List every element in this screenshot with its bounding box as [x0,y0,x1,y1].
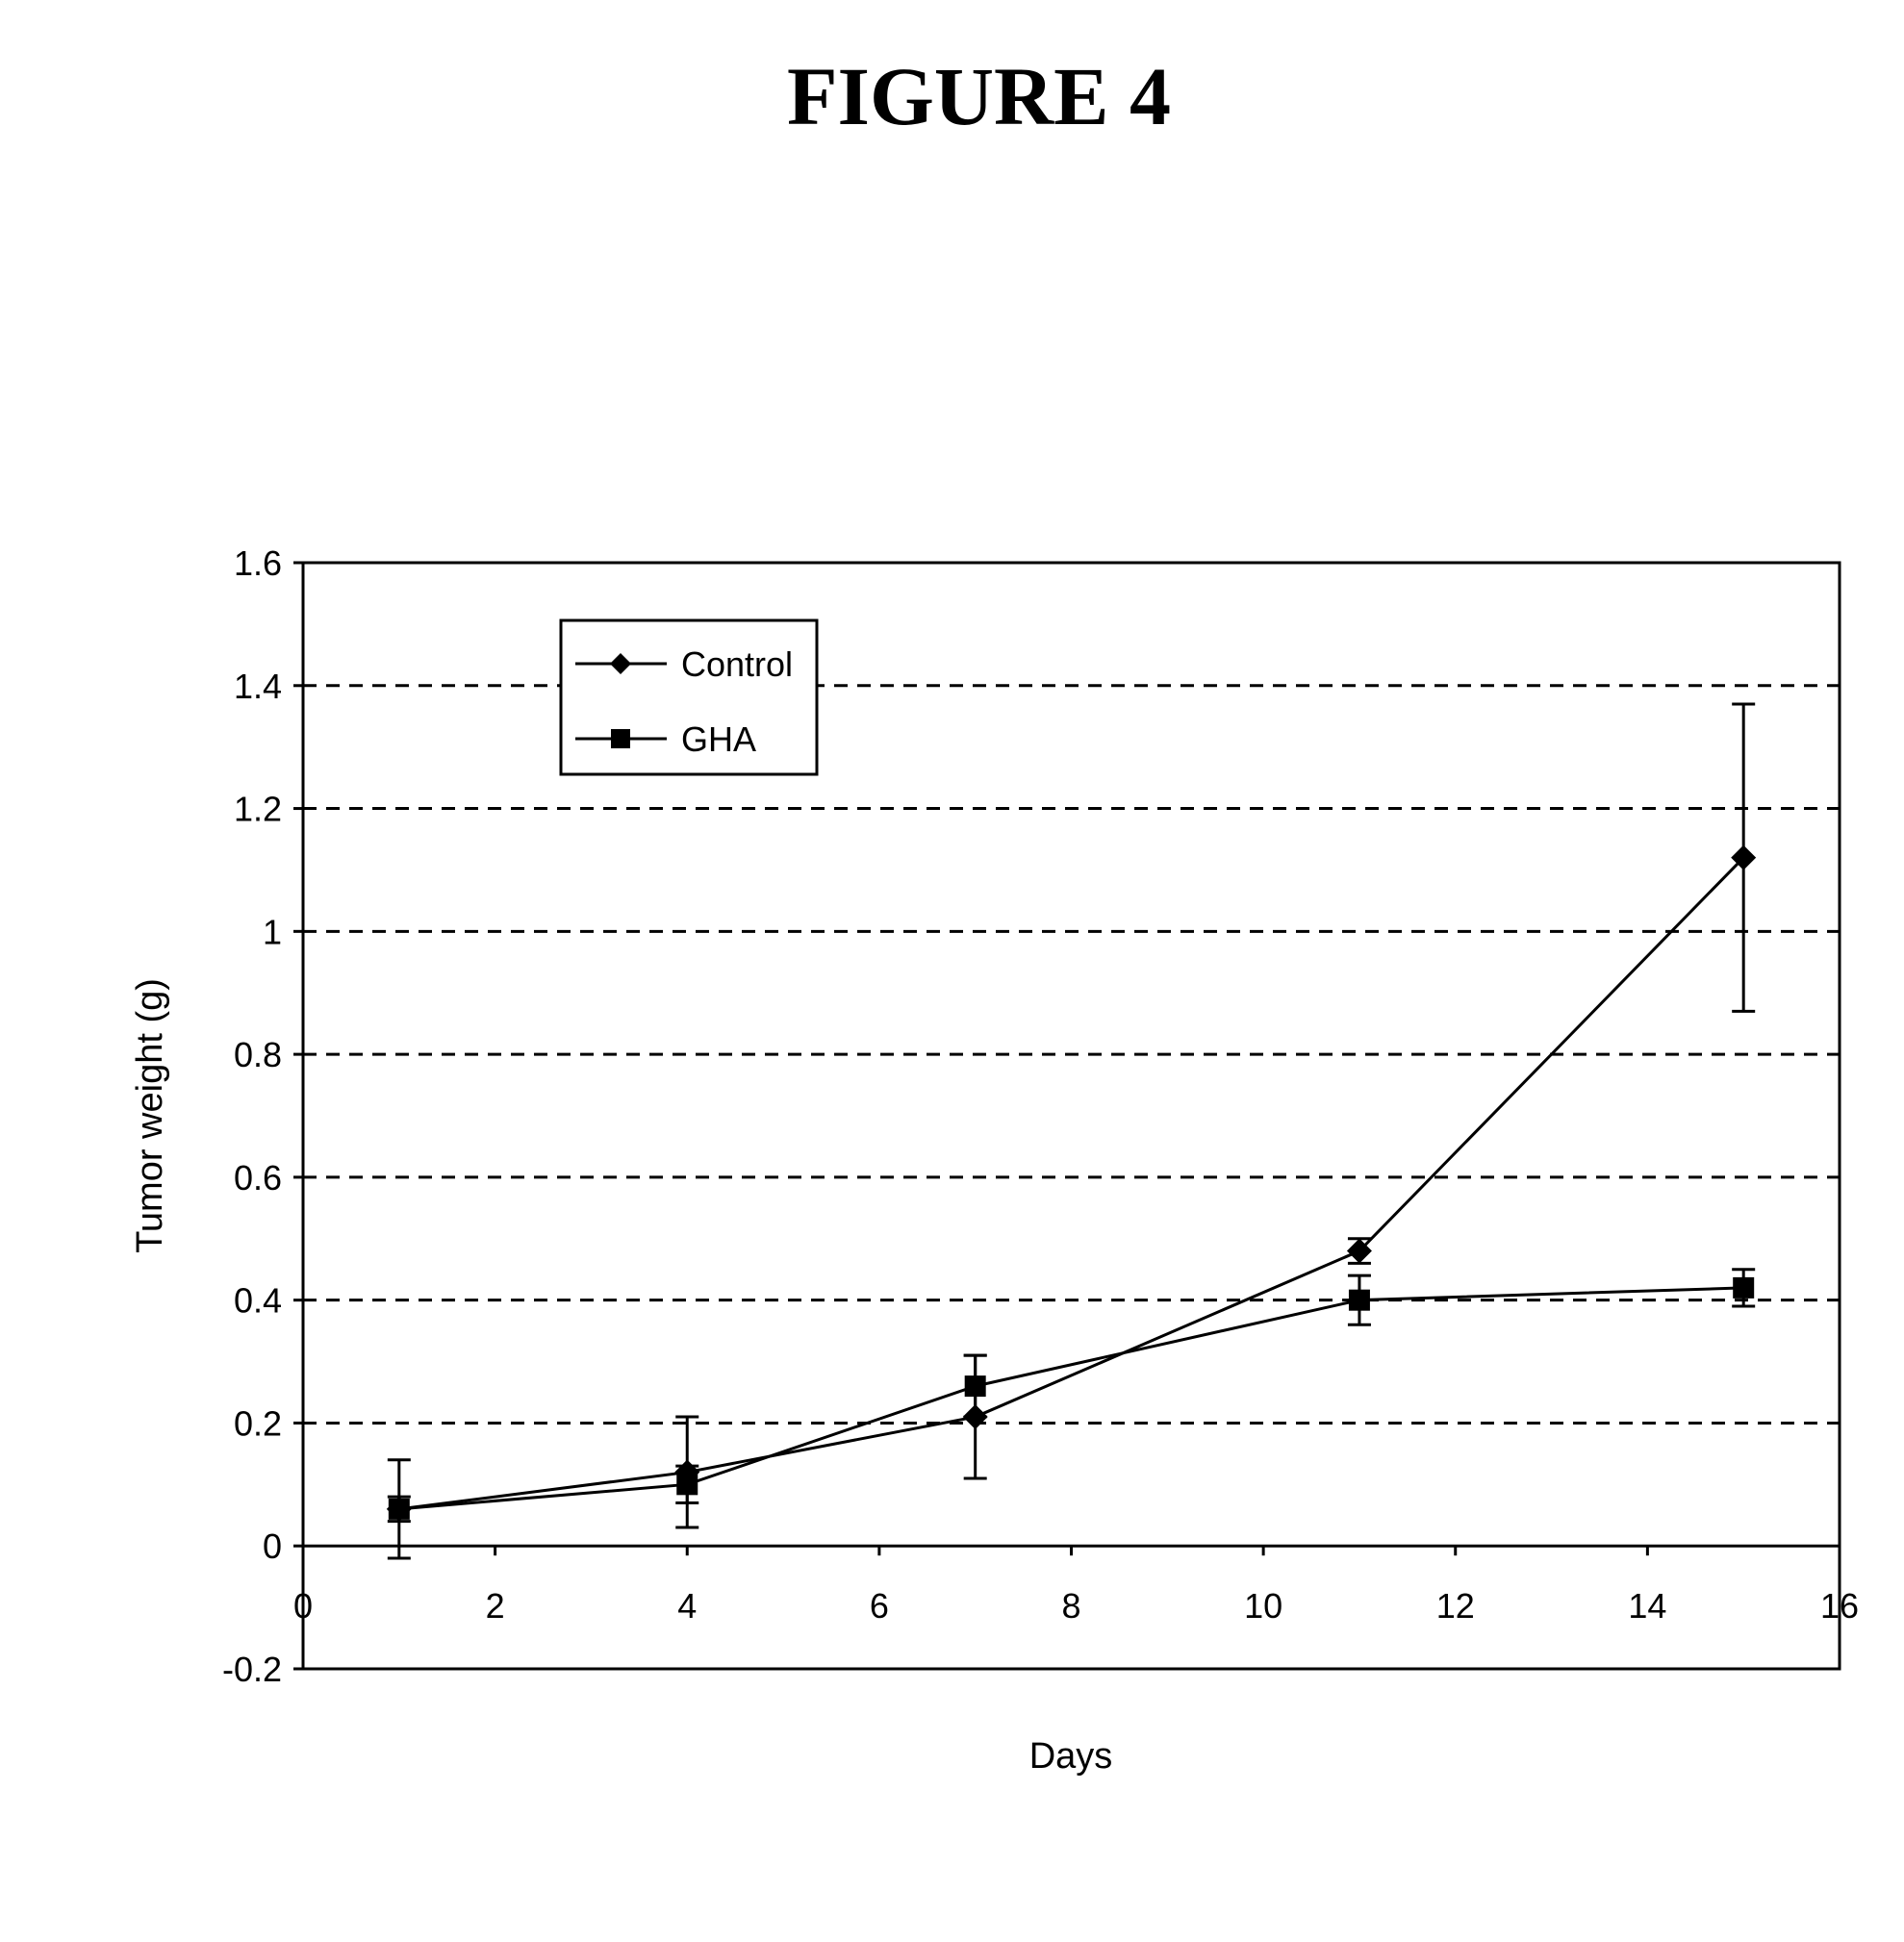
x-tick-label-6: 12 [1436,1586,1475,1626]
marker-square-1-4 [1733,1277,1754,1299]
x-tick-label-8: 16 [1820,1586,1859,1626]
x-tick-label-7: 14 [1628,1586,1666,1626]
marker-square-1-2 [965,1375,986,1397]
axes [293,563,1840,1669]
plot-area-frame [303,563,1840,1669]
y-tick-label-2: 0.2 [234,1403,282,1443]
series-line-1 [399,1288,1743,1509]
marker-square-1-0 [389,1499,410,1520]
y-tick-label-8: 1.4 [234,667,282,706]
y-tick-label-4: 0.6 [234,1158,282,1198]
y-tick-labels: -0.2 0 0.2 0.4 0.6 0.8 1 1.2 1.4 1.6 [222,543,282,1689]
x-tick-label-5: 10 [1244,1586,1282,1626]
x-tick-label-2: 4 [677,1586,697,1626]
y-tick-label-6: 1 [263,912,282,951]
x-tick-label-1: 2 [486,1586,505,1626]
legend-marker-1 [611,729,630,748]
x-tick-label-4: 8 [1061,1586,1080,1626]
series-lines [399,858,1743,1509]
y-tick-label-9: 1.6 [234,543,282,583]
data-markers [387,845,1756,1522]
x-tick-labels: 0 2 4 6 8 10 12 14 16 [293,1586,1859,1626]
x-axis-title: Days [1029,1736,1113,1777]
x-tick-label-3: 6 [870,1586,889,1626]
error-bars [388,704,1755,1558]
marker-square-1-3 [1349,1290,1370,1311]
legend-label-0: Control [681,644,793,684]
y-axis-title: Tumor weight (g) [130,978,170,1253]
y-tick-label-5: 0.8 [234,1035,282,1074]
y-tick-label-3: 0.4 [234,1281,282,1321]
y-tick-label-0: -0.2 [222,1650,282,1689]
y-tick-label-1: 0 [263,1526,282,1566]
y-tick-label-7: 1.2 [234,790,282,829]
marker-diamond-0-2 [963,1404,988,1429]
series-line-0 [399,858,1743,1509]
x-tick-label-0: 0 [293,1586,313,1626]
legend-label-1: GHA [681,719,756,759]
legend: Control GHA [561,620,817,774]
marker-square-1-1 [676,1474,698,1495]
grid-lines [303,686,1840,1424]
